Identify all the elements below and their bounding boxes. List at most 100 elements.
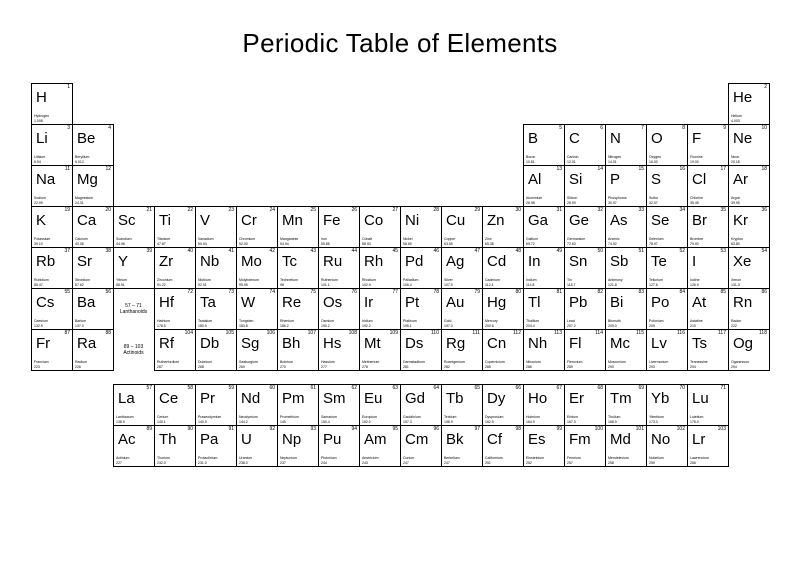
element-number: 115	[636, 331, 644, 336]
element-number: 101	[636, 427, 644, 432]
element-cell-np: Np93Neptunium237	[277, 425, 319, 467]
element-mass: 223	[34, 366, 40, 370]
element-cell-la: La57Lanthanum138.9	[113, 384, 155, 426]
element-name: Strontium	[75, 279, 90, 283]
element-name: Chlorine	[690, 197, 703, 201]
element-name: Thorium	[157, 457, 170, 461]
element-symbol: Br	[692, 213, 707, 228]
element-number: 48	[515, 249, 521, 254]
element-symbol: Nb	[200, 254, 219, 269]
element-cell-lr: Lr103Lawrencium266	[687, 425, 729, 467]
element-name: Osmium	[321, 320, 334, 324]
element-cell-pa: Pa91Protactinium231.0	[195, 425, 237, 467]
element-symbol: Bk	[446, 432, 464, 447]
element-number: 27	[392, 208, 398, 213]
element-mass: 281	[403, 366, 409, 370]
element-mass: 24.31	[75, 202, 84, 206]
element-name: Einsteinium	[526, 457, 544, 461]
element-cell-ra: Ra88Radium226	[72, 329, 114, 371]
element-mass: 294	[690, 366, 696, 370]
element-number: 98	[515, 427, 521, 432]
element-name: Erbium	[567, 416, 578, 420]
element-symbol: F	[692, 131, 701, 146]
element-cell-cs: Cs55Caesium132.9	[31, 288, 73, 330]
element-cell-ni: Ni28Nickel58.69	[400, 206, 442, 248]
element-cell-mo: Mo42Molybdenum95.95	[236, 247, 278, 289]
element-symbol: P	[610, 172, 620, 187]
element-mass: 282	[444, 366, 450, 370]
element-number: 33	[638, 208, 644, 213]
element-name: Californium	[485, 457, 503, 461]
element-cell-yb: Yb70Ytterbium173.0	[646, 384, 688, 426]
element-mass: 290	[608, 366, 614, 370]
element-cell-gd: Gd64Gadolinium157.3	[400, 384, 442, 426]
element-cell-nd: Nd60Neodymium144.2	[236, 384, 278, 426]
element-cell-fe: Fe26Iron55.85	[318, 206, 360, 248]
periodic-table: H1Hydrogen1.008He2Helium4.003Li3Lithium6…	[31, 83, 769, 466]
element-cell-as: As33Arsenic74.92	[605, 206, 647, 248]
element-mass: 74.92	[608, 243, 617, 247]
element-name: Manganese	[280, 238, 298, 242]
element-number: 106	[267, 331, 275, 336]
element-number: 35	[720, 208, 726, 213]
element-mass: 150.4	[321, 421, 330, 425]
element-cell-s: S16Sulfur32.07	[646, 165, 688, 207]
element-mass: 251	[485, 462, 491, 466]
element-name: Terbium	[444, 416, 456, 420]
element-name: Lawrencium	[690, 457, 709, 461]
element-cell-ts: Ts117Tennessine294	[687, 329, 729, 371]
element-mass: 259	[649, 462, 655, 466]
element-cell-os: Os76Osmium190.2	[318, 288, 360, 330]
element-name: Beryllium	[75, 156, 89, 160]
element-cell-fl: Fl114Flerovium289	[564, 329, 606, 371]
element-number: 56	[105, 290, 111, 295]
element-number: 60	[269, 386, 275, 391]
element-cell-am: Am95Americium243	[359, 425, 401, 467]
element-symbol: Fr	[36, 336, 50, 351]
element-symbol: Ts	[692, 336, 707, 351]
element-number: 67	[556, 386, 562, 391]
element-name: Boron	[526, 156, 535, 160]
element-number: 97	[474, 427, 480, 432]
element-mass: 22.99	[34, 202, 43, 206]
element-name: Flerovium	[567, 361, 582, 365]
element-symbol: Rb	[36, 254, 55, 269]
element-symbol: H	[36, 90, 47, 105]
element-cell-ho: Ho67Holmium164.9	[523, 384, 565, 426]
element-cell-rf: Rf104Rutherfordium267	[154, 329, 196, 371]
element-mass: 140.9	[198, 421, 207, 425]
element-name: Copper	[444, 238, 455, 242]
element-cell-rh: Rh45Rhodium102.9	[359, 247, 401, 289]
element-symbol: Gd	[405, 391, 425, 406]
element-number: 90	[187, 427, 193, 432]
element-cell-hs: Hs108Hassium277	[318, 329, 360, 371]
element-mass: 9.012	[75, 161, 84, 165]
element-cell-sr: Sr38Strontium87.62	[72, 247, 114, 289]
element-symbol: Er	[569, 391, 584, 406]
element-number: 100	[595, 427, 603, 432]
element-number: 30	[515, 208, 521, 213]
element-name: Lutetium	[690, 416, 703, 420]
element-mass: 167.3	[567, 421, 576, 425]
element-name: Francium	[34, 361, 49, 365]
element-cell-f: F9Fluorine19.00	[687, 124, 729, 166]
element-symbol: Mo	[241, 254, 262, 269]
element-cell-ar: Ar18Argon39.95	[728, 165, 770, 207]
element-cell-lv: Lv116Livermorium293	[646, 329, 688, 371]
element-number: 3	[67, 126, 70, 131]
element-cell-bi: Bi83Bismuth209.0	[605, 288, 647, 330]
element-cell-in: In49Indium114.8	[523, 247, 565, 289]
element-name: Titanium	[157, 238, 170, 242]
element-mass: 178.5	[157, 325, 166, 329]
element-mass: 227	[116, 462, 122, 466]
element-number: 79	[474, 290, 480, 295]
element-symbol: Pb	[569, 295, 587, 310]
element-symbol: Nh	[528, 336, 547, 351]
element-number: 71	[720, 386, 726, 391]
element-name: Mendelevium	[608, 457, 629, 461]
element-mass: 69.72	[526, 243, 535, 247]
element-symbol: Rg	[446, 336, 465, 351]
element-mass: 192.2	[362, 325, 371, 329]
element-name: Europium	[362, 416, 377, 420]
element-symbol: Ni	[405, 213, 419, 228]
